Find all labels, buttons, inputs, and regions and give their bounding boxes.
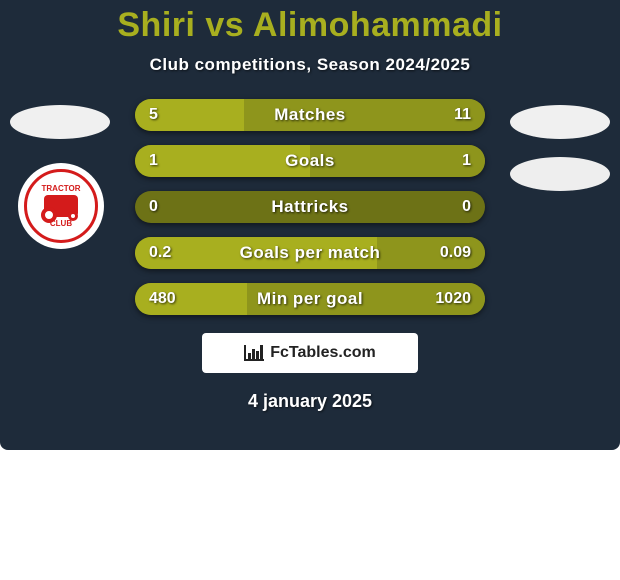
- chart-icon: [244, 345, 264, 361]
- player-right-photo-2: [510, 157, 610, 191]
- stat-bar: 11Goals: [135, 145, 485, 177]
- badge-text-top: TRACTOR: [42, 184, 81, 193]
- comparison-card: Shiri vs Alimohammadi Club competitions,…: [0, 0, 620, 450]
- tractor-icon: [44, 195, 78, 217]
- bar-label: Matches: [135, 99, 485, 131]
- date-text: 4 january 2025: [0, 391, 620, 412]
- player-left-photo: [10, 105, 110, 139]
- stat-bar: 511Matches: [135, 99, 485, 131]
- stat-bar: 00Hattricks: [135, 191, 485, 223]
- bar-label: Min per goal: [135, 283, 485, 315]
- content-area: TRACTOR CLUB 511Matches 11Goals 00Hattrick…: [0, 99, 620, 412]
- bar-label: Hattricks: [135, 191, 485, 223]
- brand-badge[interactable]: FcTables.com: [202, 333, 418, 373]
- stat-bar: 4801020Min per goal: [135, 283, 485, 315]
- page-title: Shiri vs Alimohammadi: [0, 0, 620, 45]
- subtitle: Club competitions, Season 2024/2025: [0, 55, 620, 75]
- stats-bars: 511Matches 11Goals 00Hattricks 0.20.09Goals…: [135, 99, 485, 315]
- stat-bar: 0.20.09Goals per match: [135, 237, 485, 269]
- bar-label: Goals: [135, 145, 485, 177]
- tractor-club-icon: TRACTOR CLUB: [24, 169, 98, 243]
- brand-text: FcTables.com: [270, 344, 376, 362]
- club-badge: TRACTOR CLUB: [18, 163, 104, 249]
- player-right-photo: [510, 105, 610, 139]
- bar-label: Goals per match: [135, 237, 485, 269]
